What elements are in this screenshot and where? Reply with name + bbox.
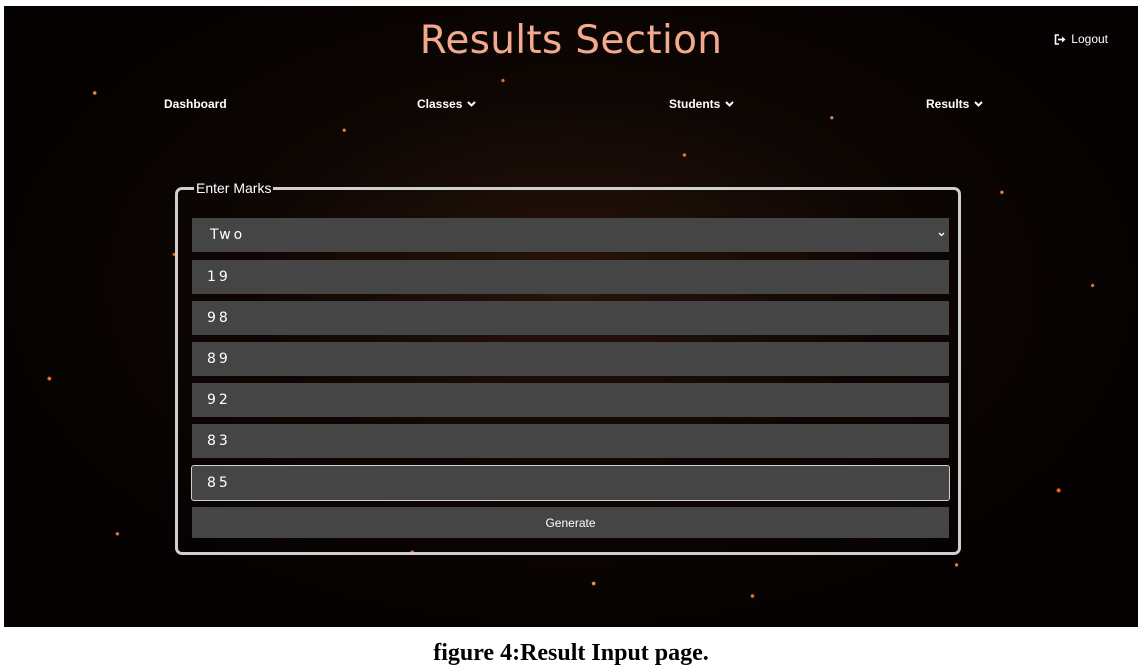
logout-button[interactable]: Logout xyxy=(1054,32,1108,46)
app-screen: Results Section Logout Dashboard Classes… xyxy=(4,6,1138,627)
figure-caption: figure 4:Result Input page. xyxy=(433,640,709,666)
panel-legend: Enter Marks xyxy=(194,179,274,197)
marks-input-5[interactable]: 83 xyxy=(192,424,949,458)
marks-input-3[interactable]: 89 xyxy=(192,342,949,376)
sign-out-icon xyxy=(1054,33,1066,45)
marks-input-value: 98 xyxy=(207,310,231,326)
main-nav: Dashboard Classes Students Results xyxy=(4,97,1138,113)
nav-classes-label: Classes xyxy=(417,97,463,111)
nav-students[interactable]: Students xyxy=(669,97,735,111)
marks-input-1[interactable]: 19 xyxy=(192,260,949,294)
nav-results[interactable]: Results xyxy=(926,97,984,111)
chevron-down-icon xyxy=(725,101,735,107)
logout-label: Logout xyxy=(1071,32,1108,46)
chevron-down-icon xyxy=(467,101,477,107)
nav-dashboard-label: Dashboard xyxy=(164,97,227,111)
class-select-value: Two xyxy=(210,227,246,243)
nav-dashboard[interactable]: Dashboard xyxy=(164,97,227,111)
nav-classes[interactable]: Classes xyxy=(417,97,477,111)
chevron-down-icon xyxy=(938,232,945,237)
page-title: Results Section xyxy=(419,18,723,63)
chevron-down-icon xyxy=(974,101,984,107)
marks-input-value: 85 xyxy=(207,475,231,491)
marks-input-value: 89 xyxy=(207,351,231,367)
enter-marks-panel: Enter Marks Two 19 98 89 92 83 85 Genera… xyxy=(175,179,961,555)
nav-students-label: Students xyxy=(669,97,721,111)
nav-results-label: Results xyxy=(926,97,970,111)
marks-input-2[interactable]: 98 xyxy=(192,301,949,335)
marks-input-value: 92 xyxy=(207,392,231,408)
marks-input-value: 19 xyxy=(207,269,231,285)
marks-input-value: 83 xyxy=(207,433,231,449)
generate-button[interactable]: Generate xyxy=(192,507,949,538)
marks-input-4[interactable]: 92 xyxy=(192,383,949,417)
class-select[interactable]: Two xyxy=(192,218,949,252)
marks-input-6[interactable]: 85 xyxy=(191,465,950,501)
